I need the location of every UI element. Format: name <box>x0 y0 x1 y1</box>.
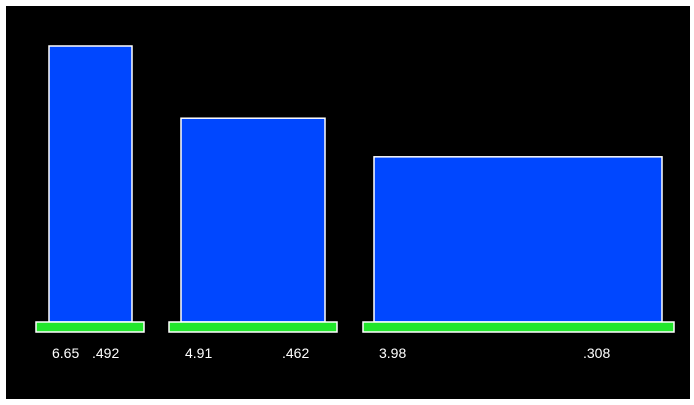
bar-base-2 <box>168 321 338 333</box>
bar-height-label-1: 6.65 <box>52 345 79 361</box>
bar-2 <box>180 117 326 323</box>
bar-chart-svg: 6.65 .492 4.91 .462 3.98 .308 <box>35 45 675 361</box>
bar-height-label-3: 3.98 <box>379 345 406 361</box>
chart-area: 6.65 .492 4.91 .462 3.98 .308 <box>6 6 690 399</box>
bar-3 <box>373 156 663 323</box>
bar-base-3 <box>362 321 675 333</box>
bar-height-label-2: 4.91 <box>185 345 212 361</box>
bar-width-label-1: .492 <box>92 345 119 361</box>
bar-base-1 <box>35 321 145 333</box>
bar-width-label-2: .462 <box>282 345 309 361</box>
bar-1 <box>48 45 133 323</box>
bar-width-label-3: .308 <box>583 345 610 361</box>
